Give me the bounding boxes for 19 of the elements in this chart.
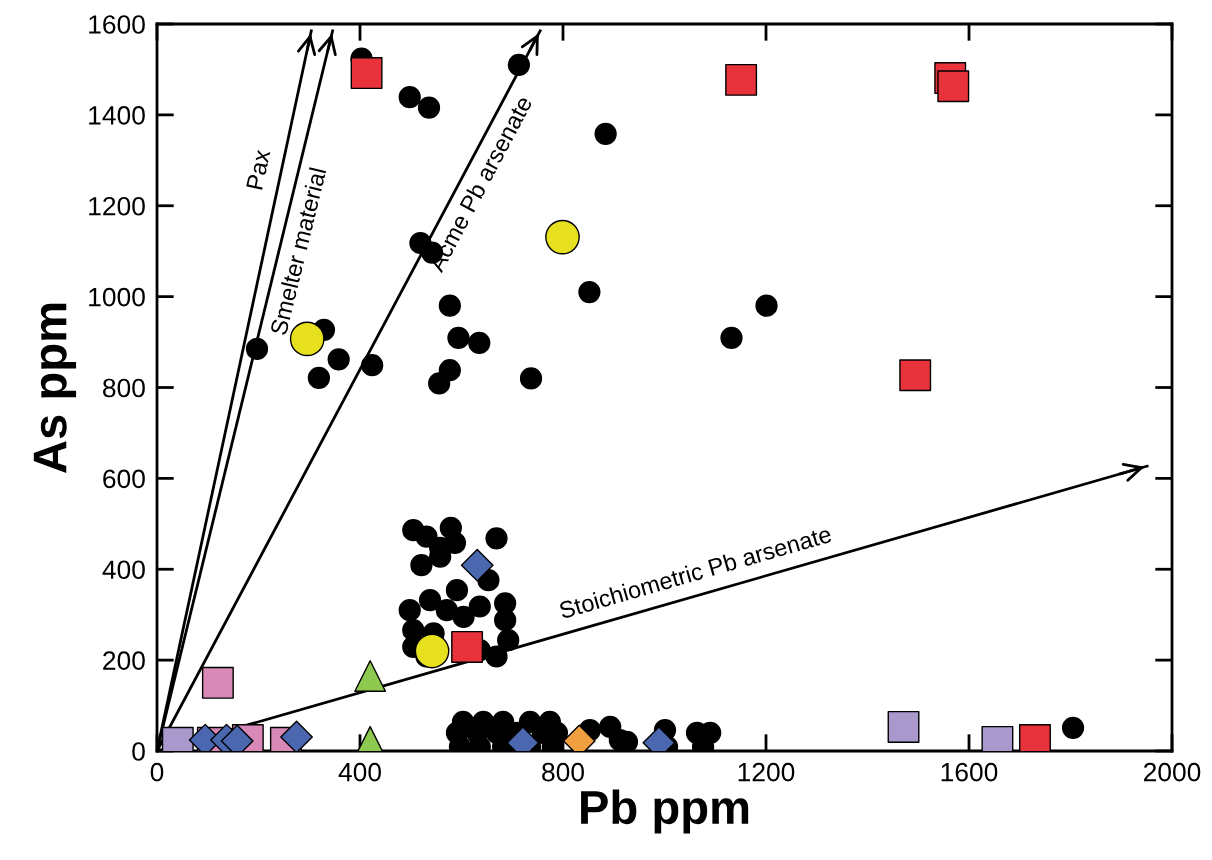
x-tick-label: 2000 (1143, 762, 1201, 782)
x-tick-label: 1600 (941, 762, 998, 782)
y-tick-label: 1000 (89, 287, 145, 307)
x-axis-title: Pb ppm (581, 789, 749, 834)
x-tick-label: 400 (338, 762, 381, 782)
y-axis-title: As ppm (33, 303, 77, 473)
y-tick-label: 1600 (89, 15, 145, 34)
text: Pax (246, 148, 271, 190)
y-tick-label: 1400 (89, 106, 145, 125)
text: Smelter material (269, 167, 327, 336)
y-tick-label: 400 (102, 560, 145, 580)
y-tick-label: 1200 (89, 196, 145, 216)
y-tick-label: 0 (132, 742, 145, 761)
y-tick-label: 600 (103, 469, 145, 489)
x-tick-label: 0 (150, 762, 164, 782)
x-tick-label: 1200 (738, 762, 795, 782)
y-tick-label: 200 (103, 651, 145, 670)
y-tick-label: 800 (103, 378, 145, 398)
x-tick-label: 800 (542, 762, 584, 782)
